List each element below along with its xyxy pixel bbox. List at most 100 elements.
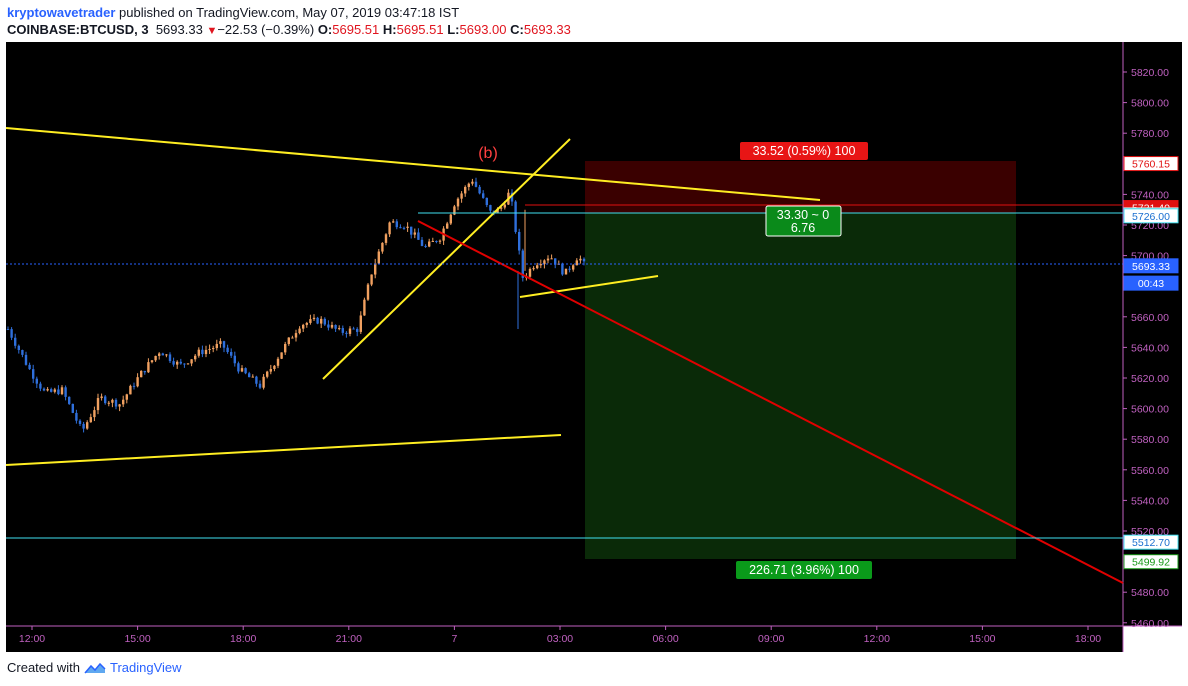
candle-body xyxy=(377,251,380,264)
center-info-line2: 6.76 xyxy=(791,221,815,235)
candle-body xyxy=(53,389,56,392)
wave-label: (b) xyxy=(478,145,498,162)
price-tag-label: 5693.33 xyxy=(1132,261,1170,273)
candle-body xyxy=(172,361,175,365)
candle-body xyxy=(366,284,370,300)
candle-body xyxy=(334,324,337,329)
candle-body xyxy=(478,186,481,194)
candle-body xyxy=(269,369,272,372)
red-down-trendline[interactable] xyxy=(417,220,1124,584)
candle-body xyxy=(35,378,38,384)
candle-body xyxy=(60,387,64,395)
candle-body xyxy=(161,353,164,356)
candle-body xyxy=(554,258,557,265)
candle-body xyxy=(449,214,452,224)
candle-body xyxy=(17,345,20,351)
candle-body xyxy=(107,402,110,404)
take-profit-zone[interactable] xyxy=(585,213,1016,559)
time-axis-background[interactable] xyxy=(6,626,1123,652)
time-tick-label: 03:00 xyxy=(547,633,573,645)
candle-body xyxy=(406,226,409,228)
candle-body xyxy=(323,318,326,325)
stop-loss-zone[interactable] xyxy=(585,161,1016,213)
tradingview-brand[interactable]: TradingView xyxy=(109,660,182,675)
chart-header: kryptowavetrader published on TradingVie… xyxy=(0,0,1188,42)
candle-body xyxy=(424,245,427,247)
candle-body xyxy=(96,398,100,411)
candle-body xyxy=(6,329,10,331)
candle-body xyxy=(384,234,388,243)
candle-body xyxy=(471,181,474,184)
candle-body xyxy=(500,207,503,209)
candle-body xyxy=(165,354,168,356)
price-chart[interactable]: (b) 33.52 (0.59%) 100 33.30 ~ 0 6.76 226… xyxy=(0,42,1188,652)
time-tick-label: 15:00 xyxy=(969,633,995,645)
candle-body xyxy=(39,383,42,389)
candle-body xyxy=(388,222,391,235)
candle-body xyxy=(114,399,118,407)
tradingview-logo-icon xyxy=(84,662,106,673)
price-axis-background[interactable] xyxy=(1123,42,1182,626)
candle-body xyxy=(42,388,46,391)
price-tick-label: 5620.00 xyxy=(1131,373,1169,385)
rising-support-trendline[interactable] xyxy=(322,138,571,380)
candle-body xyxy=(564,268,568,275)
price-tick-label: 5660.00 xyxy=(1131,312,1169,324)
price-tick-label: 5540.00 xyxy=(1131,495,1169,507)
target-info-box xyxy=(736,561,872,579)
price-tag-label: 5760.15 xyxy=(1132,159,1170,171)
candle-body xyxy=(78,420,82,424)
candle-body xyxy=(104,396,107,404)
candle-body xyxy=(125,394,128,400)
candle-body xyxy=(143,370,146,373)
candle-body xyxy=(550,258,553,260)
candle-body xyxy=(183,363,186,365)
upper-triangle-trendline[interactable] xyxy=(5,127,821,201)
price-tick-label: 5820.00 xyxy=(1131,67,1169,79)
candle-body xyxy=(316,317,319,324)
stop-info-text: 33.52 (0.59%) 100 xyxy=(753,144,856,158)
candle-body xyxy=(89,417,92,423)
time-tick-label: 21:00 xyxy=(336,633,362,645)
candle-body xyxy=(302,324,305,329)
low-value: 5693.00 xyxy=(459,22,507,37)
candle-body xyxy=(132,385,136,387)
candle-body xyxy=(294,333,298,338)
candle-body xyxy=(75,412,78,421)
candle-body xyxy=(341,328,344,333)
candle-body xyxy=(24,354,28,365)
candle-body xyxy=(284,343,287,353)
candle-body xyxy=(10,329,13,338)
author-link[interactable]: kryptowavetrader xyxy=(7,5,116,20)
candle-body xyxy=(474,181,478,187)
close-value: 5693.33 xyxy=(523,22,571,37)
candle-body xyxy=(518,231,521,251)
price-tick-label: 5560.00 xyxy=(1131,465,1169,477)
candle-body xyxy=(496,208,499,214)
candle-body xyxy=(244,368,247,374)
open-label: O: xyxy=(317,22,333,37)
candle-body xyxy=(435,240,438,242)
candle-body xyxy=(50,389,53,392)
price-tick-label: 5600.00 xyxy=(1131,404,1169,416)
candle-body xyxy=(345,332,348,334)
small-triangle-base-line[interactable] xyxy=(519,275,659,298)
candle-body xyxy=(543,260,546,265)
time-tick-label: 18:00 xyxy=(230,633,256,645)
lower-triangle-trendline[interactable] xyxy=(5,434,562,466)
candle-body xyxy=(330,324,334,328)
price-axis-tags: 5760.155731.405726.635726.005693.3300:43… xyxy=(1123,156,1179,570)
candle-body xyxy=(255,376,258,384)
candle-body xyxy=(82,423,85,429)
candle-body xyxy=(327,324,330,328)
price-tag-label: 00:43 xyxy=(1138,278,1164,290)
candle-body xyxy=(392,221,395,223)
candle-body xyxy=(370,274,373,285)
published-text: published on TradingView.com, May 07, 20… xyxy=(115,5,460,20)
candle-body xyxy=(201,349,204,355)
candle-body xyxy=(464,186,467,194)
candle-body xyxy=(489,205,492,211)
candle-body xyxy=(111,399,114,403)
candle-body xyxy=(446,223,449,229)
target-info-text: 226.71 (3.96%) 100 xyxy=(749,563,859,577)
